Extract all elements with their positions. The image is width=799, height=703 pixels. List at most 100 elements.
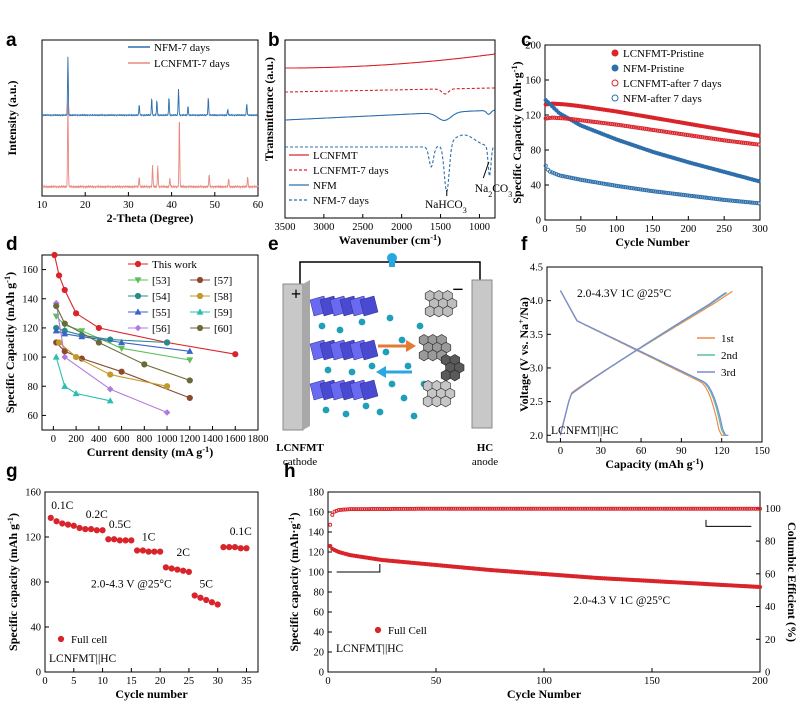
panel-c-point <box>659 129 664 134</box>
panel-c-ytick-label: 0 <box>536 216 541 227</box>
panel-h-efficiency-point <box>632 506 637 511</box>
panel-h-efficiency-point <box>684 506 689 511</box>
panel-h-efficiency-point <box>492 506 497 511</box>
panel-g-xtick-label: 0 <box>42 676 47 687</box>
panel-h-legend-marker <box>374 626 382 634</box>
panel-h-efficiency-point <box>330 512 335 517</box>
panel-h-efficiency-point <box>431 506 436 511</box>
panel-d-point <box>163 409 171 416</box>
panel-h-efficiency-point <box>613 506 618 511</box>
panel-h-efficiency-point <box>591 506 596 511</box>
panel-c-point <box>653 128 658 133</box>
panel-d-ytick-label: 100 <box>22 353 38 364</box>
panel-c-point <box>666 130 671 135</box>
panel-c-point <box>558 173 563 178</box>
panel-c-point <box>590 179 596 184</box>
panel-c-point <box>590 119 596 124</box>
panel-c-point <box>754 142 759 147</box>
panel-c-point <box>569 117 574 122</box>
panel-c-point <box>644 188 649 193</box>
panel-h-efficiency-point <box>490 506 495 511</box>
panel-c-point <box>552 115 557 120</box>
panel-label-g: g <box>6 461 18 482</box>
panel-c-point <box>683 132 688 137</box>
sodium-ion <box>382 348 390 356</box>
panel-c-point <box>722 197 727 202</box>
panel-h-ytick-label: 140 <box>308 528 324 539</box>
panel-h-ytick-label: 160 <box>308 508 324 519</box>
panel-c-point <box>676 192 682 197</box>
panel-h-efficiency-point <box>341 507 346 512</box>
panel-b-xtick-label: 1500 <box>430 222 451 233</box>
panel-c-point <box>719 197 725 202</box>
panel-f-charge-curve <box>559 292 727 436</box>
carbon-hexagon <box>440 369 452 382</box>
panel-c-point <box>750 200 755 205</box>
panel-c-point <box>722 138 727 143</box>
panel-c-point <box>623 123 628 128</box>
panel-d-ytick-label: 140 <box>22 294 38 305</box>
panel-b-legend-label: LCNFMT <box>313 150 358 162</box>
panel-h-efficiency-point <box>570 506 575 511</box>
panel-c-point <box>691 194 697 199</box>
panel-b-frame <box>284 39 496 219</box>
sodium-ion <box>368 362 376 370</box>
panel-h-efficiency-point <box>440 506 445 511</box>
panel-h-efficiency-point <box>606 506 611 511</box>
label-part: ) <box>287 513 301 517</box>
panel-g-point <box>128 537 135 544</box>
panel-d-point <box>61 348 68 355</box>
panel-h-efficiency-point <box>680 506 685 511</box>
panel-h-efficiency-point <box>758 506 762 511</box>
panel-h-efficiency-point <box>425 506 430 511</box>
carbon-hexagon <box>424 305 436 318</box>
panel-h-efficiency-point <box>533 506 538 511</box>
panel-d-series-line <box>58 342 168 387</box>
sodium-ion <box>388 380 396 388</box>
panel-c-point <box>633 125 639 130</box>
panel-c-point <box>638 125 643 131</box>
panel-h-efficiency-point <box>678 506 683 511</box>
panel-h-efficiency-point <box>334 508 339 513</box>
panel-c-point <box>687 193 692 198</box>
panel-h-xtick-label: 100 <box>536 676 552 687</box>
panel-h-efficiency-point <box>537 506 542 511</box>
panel-h-efficiency-point <box>498 506 503 511</box>
panel-h-efficiency-point <box>567 506 572 511</box>
panel-b-series-2 <box>285 109 495 121</box>
panel-c-point <box>657 189 662 195</box>
panel-g-point <box>231 544 239 551</box>
panel-c-point <box>644 126 649 132</box>
panel-c-point <box>674 131 679 136</box>
panel-a-ylabel: Intensity (a.u.) <box>5 80 19 155</box>
panel-f-legend-label: 3rd <box>721 367 736 379</box>
panel-f-cell-label: LCNFMT||HC <box>551 425 619 437</box>
panel-f-ytick-label: 4.5 <box>530 263 543 274</box>
panel-h-efficiency-point <box>410 506 415 511</box>
panel-h-legend-label: Full Cell <box>388 625 427 637</box>
panel-d-legend-label: [53] <box>152 275 170 287</box>
panel-h-efficiency-point <box>753 506 758 511</box>
cathode-plate <box>282 283 304 431</box>
panel-c-point <box>724 197 729 203</box>
label-part: 3 <box>463 206 467 215</box>
panel-d-point <box>163 339 171 346</box>
panel-h-efficiency-point <box>675 506 680 511</box>
panel-g-point <box>145 548 152 555</box>
panel-h-efficiency-point <box>656 506 661 511</box>
panel-h-efficiency-point <box>617 506 622 511</box>
panel-a-series-0 <box>41 56 259 117</box>
panel-c-point <box>636 186 641 192</box>
panel-c-point <box>713 196 718 201</box>
panel-h-efficiency-point <box>559 506 564 511</box>
panel-h-efficiency-point <box>671 506 676 511</box>
panel-c-xtick-label: 250 <box>716 224 732 235</box>
panel-h-efficiency-point <box>336 508 341 512</box>
carbon-hexagon <box>427 349 438 362</box>
panel-h-efficiency-point <box>453 506 458 511</box>
panel-c-point <box>717 137 722 142</box>
panel-c-point <box>567 116 572 121</box>
panel-g-point <box>237 545 244 552</box>
panel-h-efficiency-point <box>377 507 382 512</box>
